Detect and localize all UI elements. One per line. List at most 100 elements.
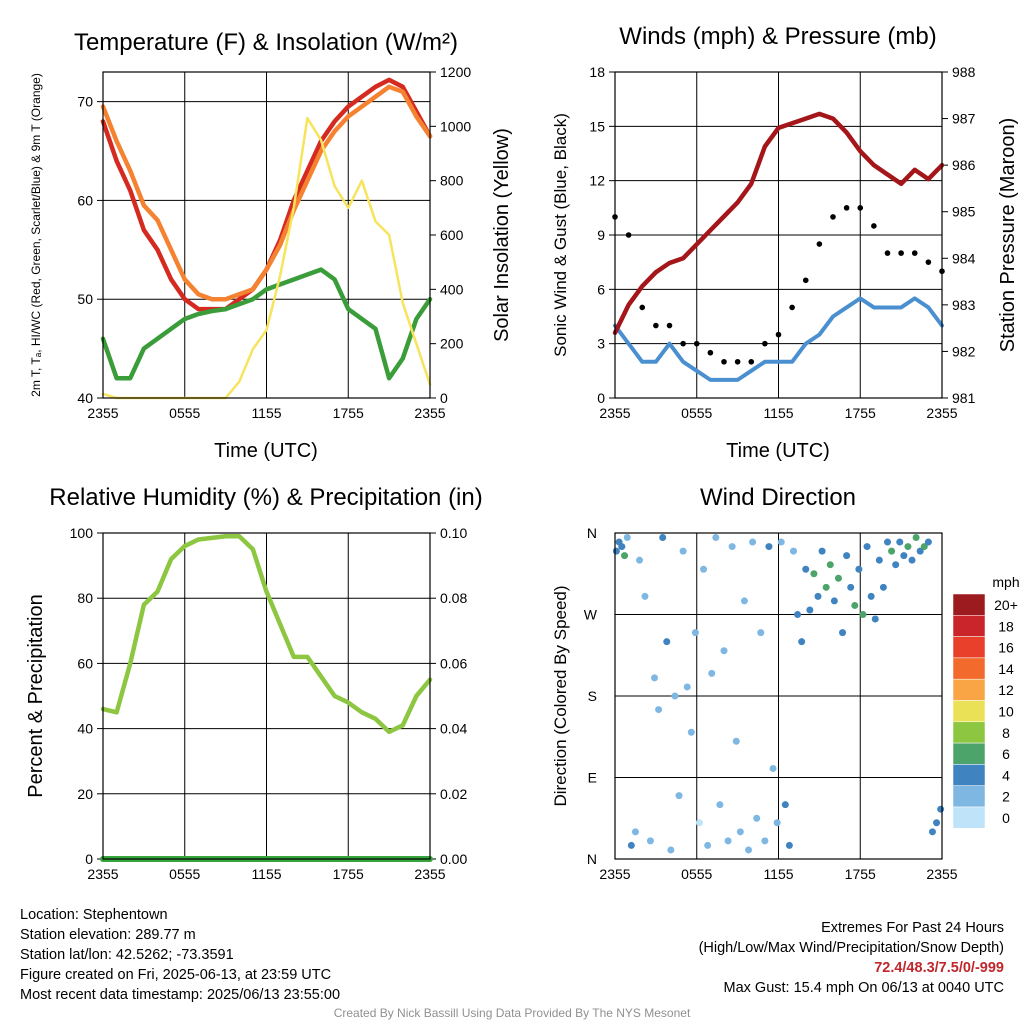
speed-legend: mph 20+ 18 16 14 12 10 8 6 4 2 0 (952, 574, 1020, 829)
precip-y-tick-label: 0.02 (440, 786, 467, 802)
pressure-line (612, 111, 945, 336)
direction-tick-label: W (584, 607, 598, 623)
legend-label: 10 (998, 704, 1014, 720)
direction-point (621, 552, 629, 560)
direction-point (916, 547, 924, 555)
wind-y-tick-label: 12 (589, 173, 605, 189)
direction-point (623, 534, 631, 542)
pressure-y-tick-label: 985 (952, 204, 976, 220)
direction-point (904, 543, 912, 551)
gust-point (666, 322, 673, 329)
direction-point (855, 565, 863, 573)
direction-point (818, 547, 826, 555)
wind-xlabel: Time (UTC) (726, 440, 830, 462)
x-tick-label: 2355 (926, 866, 957, 882)
wind-y-tick-label: 3 (597, 336, 605, 352)
x-tick-label: 0555 (169, 405, 200, 421)
direction-point (745, 846, 753, 854)
direction-point (765, 543, 773, 551)
legend-label: 2 (1002, 789, 1010, 805)
direction-point (612, 547, 620, 555)
direction-point (781, 801, 789, 809)
direction-point (667, 846, 675, 854)
latlon-text: Station lat/lon: 42.5262; -73.3591 (20, 947, 234, 963)
legend-swatch (952, 742, 986, 765)
precip-y-tick-label: 0.00 (440, 851, 467, 867)
gust-point (789, 304, 795, 311)
direction-point (695, 819, 703, 827)
max-gust-text: Max Gust: 15.4 mph On 06/13 at 0040 UTC (723, 980, 1004, 996)
direction-point (892, 561, 900, 569)
direction-point (631, 828, 639, 836)
direction-point (851, 601, 859, 609)
recent-data-text: Most recent data timestamp: 2025/06/13 2… (20, 987, 341, 1003)
direction-point (867, 592, 875, 600)
legend-label: 0 (1002, 810, 1010, 826)
wind-ylabel: Sonic Wind & Gust (Blue, Black) (551, 113, 570, 357)
direction-point (859, 611, 867, 618)
precip-y-tick-label: 0.08 (440, 590, 467, 606)
pressure-y-tick-label: 986 (952, 157, 976, 173)
pressure-y-tick-label: 984 (952, 250, 976, 266)
direction-point (912, 534, 920, 542)
direction-point (839, 629, 847, 637)
direction-point (806, 606, 814, 614)
wind-y-tick-label: 0 (597, 390, 605, 406)
gust-point (734, 358, 741, 365)
direction-point (720, 647, 728, 655)
direction-point (659, 534, 667, 542)
legend-swatch (952, 678, 986, 701)
wind-speed-line (613, 296, 944, 382)
direction-panel: Wind Direction 2355 0555 1155 1755 2355NESWN… (551, 484, 1020, 882)
direction-tick-label: N (587, 525, 597, 541)
gust-point (884, 250, 891, 256)
direction-point (671, 692, 679, 700)
series-line-t_d (100, 267, 433, 381)
direction-point (879, 583, 887, 591)
direction-point (646, 837, 654, 845)
temperature-title: Temperature (F) & Insolation (W/m²) (74, 29, 458, 56)
insolation-y-tick-label: 0 (440, 390, 448, 406)
pressure-y-tick-label: 987 (952, 111, 976, 127)
gust-point (639, 304, 646, 311)
insolation-y-tick-label: 1200 (440, 64, 471, 80)
humidity-title: Relative Humidity (%) & Precipitation (i… (49, 484, 482, 511)
x-tick-label: 0555 (169, 866, 200, 882)
legend-label: 14 (998, 661, 1014, 677)
direction-point (736, 828, 744, 836)
insolation-y-tick-label: 200 (440, 336, 464, 352)
x-tick-label: 1155 (763, 866, 793, 882)
x-tick-label: 0555 (681, 405, 712, 421)
gust-point (871, 223, 877, 229)
direction-point (683, 683, 691, 691)
wind-title: Winds (mph) & Pressure (mb) (619, 23, 936, 50)
x-tick-label: 1755 (845, 405, 876, 421)
x-tick-label: 0555 (681, 866, 712, 882)
direction-point (704, 841, 712, 849)
direction-point (830, 597, 838, 605)
extremes-subtitle: (High/Low/Max Wind/Precipitation/Snow De… (698, 940, 1004, 956)
gust-point (843, 205, 850, 211)
direction-point (641, 592, 649, 600)
direction-point (847, 583, 855, 591)
plot-border (614, 71, 943, 399)
direction-point (802, 565, 810, 573)
insolation-ylabel: Solar Insolation (Yellow) (491, 128, 513, 342)
direction-point (655, 706, 663, 714)
credit-text: Created By Nick Bassill Using Data Provi… (333, 1006, 691, 1020)
created-text: Figure created on Fri, 2025-06-13, at 23… (20, 967, 332, 983)
insolation-y-tick-label: 400 (440, 281, 464, 297)
temp-y-tick-label: 50 (77, 291, 93, 307)
insolation-y-tick-label: 800 (440, 173, 464, 189)
direction-point (700, 565, 708, 573)
direction-point (724, 837, 732, 845)
precip-y-tick-label: 0.06 (440, 655, 467, 671)
legend-label: 4 (1002, 767, 1010, 783)
legend-label: 6 (1002, 746, 1010, 762)
direction-point (749, 538, 757, 546)
precip-y-tick-label: 0.04 (440, 721, 467, 737)
direction-point (884, 538, 891, 546)
direction-point (920, 543, 928, 551)
legend-swatch (952, 700, 986, 723)
